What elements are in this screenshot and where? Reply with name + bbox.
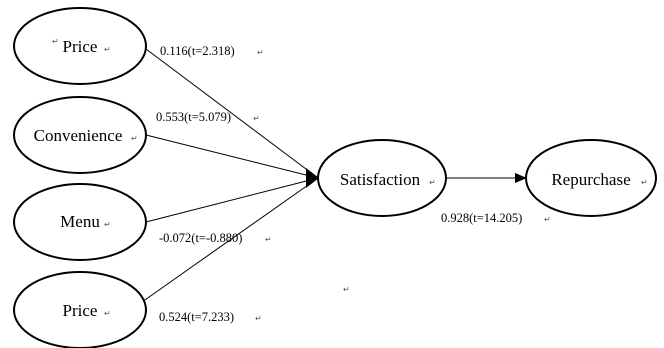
node-satisfaction <box>317 139 447 217</box>
return-mark: ↵ <box>253 114 260 123</box>
path-label-satisfaction-repurchase: 0.928(t=14.205) <box>441 211 522 225</box>
node-convenience <box>13 96 147 174</box>
return-mark: ↵ <box>104 220 111 229</box>
paragraph-mark: ↵ <box>52 37 59 46</box>
path-label-menu: -0.072(t=-0.880) <box>159 231 242 245</box>
return-mark: ↵ <box>257 48 264 57</box>
anchor-mark: ↵ <box>343 285 350 294</box>
path-line-menu <box>145 177 319 223</box>
node-label-repurchase: Repurchase <box>551 170 630 189</box>
return-mark: ↵ <box>265 235 272 244</box>
path-line-price-top <box>141 45 319 179</box>
path-line-convenience <box>145 134 319 179</box>
path-line-price-bottom <box>141 177 319 303</box>
node-menu <box>13 183 147 261</box>
path-label-convenience: 0.553(t=5.079) <box>156 110 231 124</box>
return-mark: ↵ <box>131 134 138 143</box>
node-price-top <box>13 7 147 85</box>
node-label-convenience: Convenience <box>34 126 123 145</box>
return-mark: ↵ <box>544 215 551 224</box>
node-label-price-bottom: Price <box>63 301 98 320</box>
node-repurchase <box>525 139 657 217</box>
node-price-bottom <box>13 271 147 348</box>
node-label-menu: Menu <box>60 212 100 231</box>
path-label-price-bottom: 0.524(t=7.233) <box>159 310 234 324</box>
return-mark: ↵ <box>104 45 111 54</box>
converging-arrowhead <box>306 168 319 188</box>
return-mark: ↵ <box>104 309 111 318</box>
node-label-price-top: Price <box>63 37 98 56</box>
path-label-price-top: 0.116(t=2.318) <box>160 44 235 58</box>
return-mark: ↵ <box>255 314 262 323</box>
return-mark: ↵ <box>429 178 436 187</box>
node-label-satisfaction: Satisfaction <box>340 170 421 189</box>
return-mark: ↵ <box>641 178 648 187</box>
